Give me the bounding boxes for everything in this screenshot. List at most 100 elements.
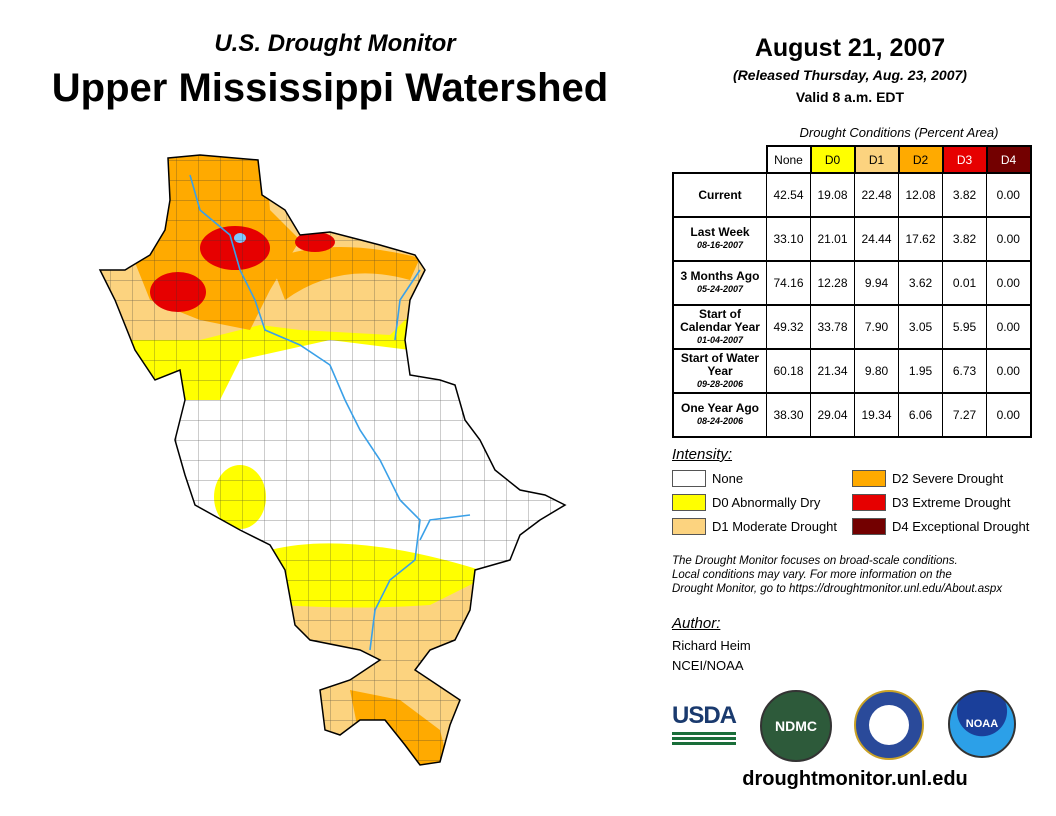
table-row: Start of Calendar Year 01-04-2007 49.32 33.… (672, 304, 1031, 350)
legend-swatch (672, 494, 706, 511)
row-date: 05-24-2007 (696, 284, 744, 294)
row-date: 01-04-2007 (696, 334, 744, 345)
author-title: Author: (672, 615, 721, 632)
row-label: Current (672, 172, 767, 218)
table-cell: 0.00 (986, 348, 1031, 394)
county-lines (100, 155, 565, 765)
legend-label: D3 Extreme Drought (892, 495, 1011, 510)
map-title: Upper Mississippi Watershed (51, 66, 609, 110)
table-cell: 0.00 (986, 260, 1031, 306)
table-cell: 0.00 (986, 392, 1031, 438)
author-org: NCEI/NOAA (672, 658, 744, 673)
table-cell: 24.44 (854, 216, 899, 262)
disclaimer-note: The Drought Monitor focuses on broad-sca… (672, 554, 1052, 596)
table-cell: 7.27 (942, 392, 987, 438)
table-row: 3 Months Ago 05-24-2007 74.16 12.28 9.94 3.62… (672, 260, 1031, 306)
table-cell: 22.48 (854, 172, 899, 218)
legend-item: D4 Exceptional Drought (852, 518, 1029, 535)
table-cell: 9.80 (854, 348, 899, 394)
row-date: 08-16-2007 (696, 240, 744, 250)
table-cell: 21.01 (810, 216, 855, 262)
table-row: Last Week 08-16-2007 33.10 21.01 24.44 17.62 3… (672, 216, 1031, 262)
map-date: August 21, 2007 (754, 34, 946, 62)
table-cell: 19.08 (810, 172, 855, 218)
legend-swatch (672, 518, 706, 535)
author-name: Richard Heim (672, 638, 751, 653)
legend-swatch (852, 494, 886, 511)
table-cell: 33.10 (766, 216, 811, 262)
table-cell: 49.32 (766, 304, 811, 350)
table-cell: 3.82 (942, 172, 987, 218)
table-cell: 3.05 (898, 304, 943, 350)
legend-label: D2 Severe Drought (892, 471, 1004, 486)
row-date: 08-24-2006 (696, 416, 744, 426)
watershed-map (99, 154, 566, 766)
footer-url[interactable]: droughtmonitor.unl.edu (742, 768, 968, 790)
table-cell: 6.06 (898, 392, 943, 438)
table-cell: 0.00 (986, 172, 1031, 218)
table-cell: 3.82 (942, 216, 987, 262)
legend-item: D2 Severe Drought (852, 470, 1003, 487)
table-cell: 0.00 (986, 216, 1031, 262)
table-cell: 9.94 (854, 260, 899, 306)
table-cell: 74.16 (766, 260, 811, 306)
table-cell: 1.95 (898, 348, 943, 394)
note-line: Drought Monitor, go to https://droughtmo… (672, 583, 1003, 595)
legend-swatch (672, 470, 706, 487)
table-row: Start of Water Year 09-28-2006 60.18 21.34 9… (672, 348, 1031, 394)
table-row: One Year Ago 08-24-2006 38.30 29.04 19.34 6.0… (672, 392, 1031, 438)
noaa-logo: NOAA (948, 690, 1016, 758)
legend-label: D1 Moderate Drought (712, 519, 838, 534)
legend-title: Intensity: (672, 446, 733, 463)
drought-conditions-table: None D0 D1 D2 D3 D4 Current 42.54 19.08 22.… (672, 145, 1032, 438)
col-d2: D2 (897, 145, 944, 174)
table-cell: 0.00 (986, 304, 1031, 350)
table-cell: 0.01 (942, 260, 987, 306)
col-d1: D1 (853, 145, 900, 174)
doc-seal-logo (854, 690, 924, 760)
table-cell: 5.95 (942, 304, 987, 350)
col-d0: D0 (809, 145, 856, 174)
table-cell: 33.78 (810, 304, 855, 350)
table-cell: 7.90 (854, 304, 899, 350)
table-row: Current 42.54 19.08 22.48 12.08 3.82 0.00 (672, 172, 1031, 218)
row-label: One Year Ago 08-24-2006 (672, 392, 767, 438)
table-cell: 6.73 (942, 348, 987, 394)
table-cell: 42.54 (766, 172, 811, 218)
table-cell: 12.28 (810, 260, 855, 306)
table-caption: Drought Conditions (Percent Area) (799, 125, 999, 140)
table-cell: 21.34 (810, 348, 855, 394)
col-none: None (765, 145, 812, 174)
row-label: 3 Months Ago 05-24-2007 (672, 260, 767, 306)
legend-item: D0 Abnormally Dry (672, 494, 820, 511)
note-line: Local conditions may vary. For more info… (672, 569, 952, 581)
valid-time: Valid 8 a.m. EDT (795, 89, 905, 105)
legend-label: D4 Exceptional Drought (892, 519, 1030, 534)
legend-item: D1 Moderate Drought (672, 518, 837, 535)
row-date: 09-28-2006 (696, 378, 744, 389)
row-label: Last Week 08-16-2007 (672, 216, 767, 262)
row-label: Start of Calendar Year 01-04-2007 (672, 304, 767, 350)
legend-item: None (672, 470, 743, 487)
legend-swatch (852, 470, 886, 487)
col-d3: D3 (941, 145, 988, 174)
legend-label: D0 Abnormally Dry (712, 495, 821, 510)
table-cell: 19.34 (854, 392, 899, 438)
usda-logo: USDA (672, 702, 737, 746)
row-label: Start of Water Year 09-28-2006 (672, 348, 767, 394)
legend-label: None (712, 471, 744, 486)
rivers (189, 174, 471, 651)
col-d4: D4 (985, 145, 1032, 174)
table-cell: 60.18 (766, 348, 811, 394)
table-cell: 3.62 (898, 260, 943, 306)
legend-swatch (852, 518, 886, 535)
release-date: (Released Thursday, Aug. 23, 2007) (733, 67, 967, 83)
table-cell: 29.04 (810, 392, 855, 438)
table-cell: 17.62 (898, 216, 943, 262)
table-cell: 12.08 (898, 172, 943, 218)
map-subtitle: U.S. Drought Monitor (214, 30, 456, 57)
table-cell: 38.30 (766, 392, 811, 438)
note-line: The Drought Monitor focuses on broad-sca… (672, 555, 958, 567)
legend-item: D3 Extreme Drought (852, 494, 1011, 511)
